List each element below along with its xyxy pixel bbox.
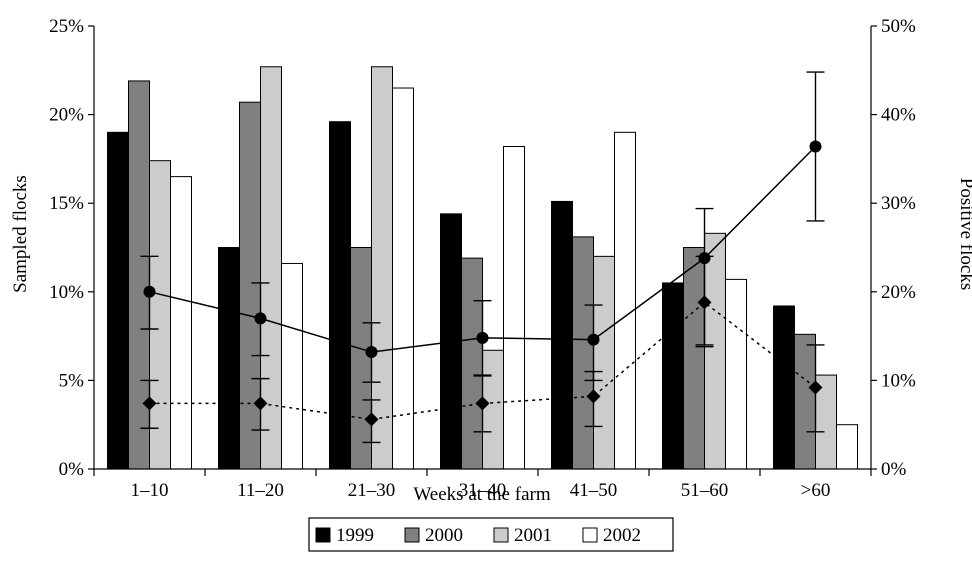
bar-1999-7 <box>773 305 795 470</box>
x-tick-label: 31–40 <box>459 480 507 501</box>
line-point-circle <box>809 140 822 153</box>
line-point-diamond <box>586 389 601 404</box>
line-point-diamond <box>808 380 823 395</box>
bar-2000-3 <box>350 247 372 470</box>
bar-2001-1 <box>149 160 171 470</box>
bar-2000-4 <box>461 257 483 470</box>
left-tick-label: 5% <box>59 370 85 391</box>
bar-2000-6 <box>683 247 705 470</box>
x-tick-label: 51–60 <box>681 480 729 501</box>
left-tick-label: 10% <box>49 282 84 303</box>
right-tick-label: 40% <box>881 105 916 126</box>
line-point-diamond <box>475 396 490 411</box>
right-tick-label: 0% <box>881 459 907 480</box>
x-axis-tick-labels: 1–10 11–20 21–30 31–40 41–50 51–60 >60 <box>131 480 831 501</box>
bar-1999-3 <box>329 121 351 470</box>
bar-2002-4 <box>503 145 525 470</box>
legend-label-2001: 2001 <box>514 525 552 546</box>
right-tick-label: 50% <box>881 16 916 37</box>
bar-2001-4 <box>482 349 504 470</box>
right-tick-label: 20% <box>881 282 916 303</box>
bar-2002-7 <box>836 424 858 470</box>
bar-2000-2 <box>239 101 261 470</box>
bar-2000-5 <box>572 236 594 470</box>
legend-label-1999: 1999 <box>336 525 374 546</box>
line-point-diamond <box>142 396 157 411</box>
legend-swatch-2000 <box>404 527 420 543</box>
left-axis-tick-labels: 0% 5% 10% 15% 20% 25% <box>49 16 84 480</box>
x-tick-label: 21–30 <box>348 480 396 501</box>
legend-label-2000: 2000 <box>425 525 463 546</box>
line-series <box>140 71 825 444</box>
line-point-diamond <box>364 412 379 427</box>
bar-2002-3 <box>392 87 414 470</box>
bar-2002-2 <box>281 262 303 470</box>
right-tick-label: 30% <box>881 193 916 214</box>
line-point-circle <box>587 333 600 346</box>
legend-swatch-2002 <box>582 527 598 543</box>
bar-2000-1 <box>128 80 150 470</box>
legend-label-2002: 2002 <box>603 525 641 546</box>
left-tick-label: 15% <box>49 193 84 214</box>
legend-swatch-1999 <box>315 527 331 543</box>
legend-frame <box>308 517 674 552</box>
line-point-circle <box>365 346 378 359</box>
left-tick-label: 0% <box>59 459 85 480</box>
line-point-circle <box>476 331 489 344</box>
bar-2001-5 <box>593 255 615 470</box>
right-axis-tick-labels: 0% 10% 20% 30% 40% 50% <box>881 16 916 480</box>
left-axis-title: Sampled flocks <box>10 175 31 293</box>
x-tick-label: 1–10 <box>131 480 169 501</box>
bar-2001-3 <box>371 66 393 470</box>
bar-2002-6 <box>725 278 747 470</box>
bar-1999-1 <box>107 131 129 470</box>
line-point-diamond <box>253 396 268 411</box>
bar-1999-5 <box>551 200 573 470</box>
bar-2001-2 <box>260 66 282 470</box>
axes <box>88 25 877 476</box>
bar-2002-1 <box>170 176 192 470</box>
right-axis-title: Positive flocks <box>956 178 972 290</box>
left-tick-label: 25% <box>49 16 84 37</box>
legend-swatch-2001 <box>493 527 509 543</box>
right-tick-label: 10% <box>881 370 916 391</box>
bars <box>107 66 858 470</box>
line-point-diamond <box>697 295 712 310</box>
bar-1999-6 <box>662 282 684 470</box>
x-tick-label: 11–20 <box>237 480 284 501</box>
bar-2002-5 <box>614 131 636 470</box>
line-point-circle <box>254 312 267 325</box>
bar-2000-7 <box>794 333 816 470</box>
bar-1999-2 <box>218 247 240 470</box>
x-axis-title: Weeks at the farm <box>413 484 550 505</box>
x-tick-label: >60 <box>801 480 831 501</box>
line-point-circle <box>143 285 156 298</box>
legend: 1999 2000 2001 2002 <box>308 517 674 552</box>
bar-2001-6 <box>704 232 726 470</box>
x-tick-label: 41–50 <box>570 480 618 501</box>
left-tick-label: 20% <box>49 105 84 126</box>
